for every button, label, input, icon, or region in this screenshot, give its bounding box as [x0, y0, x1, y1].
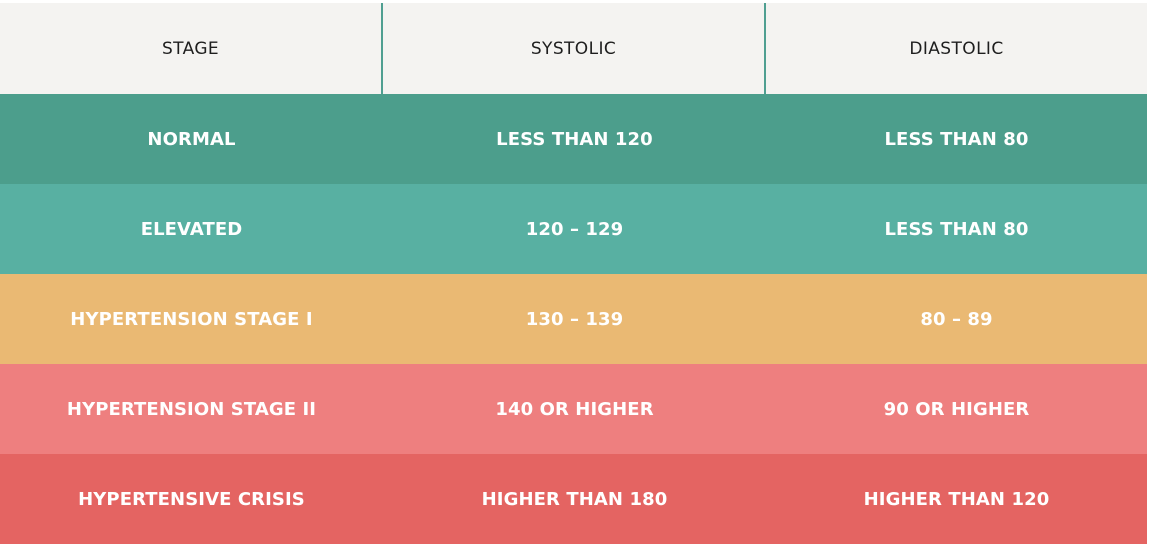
stage-cell: HYPERTENSIVE CRISIS	[78, 488, 305, 510]
stage-cell: HYPERTENSION STAGE II	[66, 398, 317, 420]
diastolic-cell: HIGHER THAN 120	[863, 488, 1050, 510]
systolic-cell: 140 OR HIGHER	[495, 398, 654, 420]
table-row: ELEVATED 120 – 129 LESS THAN 80	[0, 184, 1147, 274]
stage-cell: HYPERTENSION STAGE I	[70, 308, 313, 330]
systolic-cell: LESS THAN 120	[496, 128, 653, 150]
diastolic-cell: 90 OR HIGHER	[883, 398, 1030, 420]
stage-cell: ELEVATED	[140, 218, 243, 240]
systolic-cell: 130 – 139	[525, 308, 624, 330]
header-stage: STAGE	[0, 3, 383, 94]
stage-cell: NORMAL	[147, 128, 236, 150]
blood-pressure-table: STAGE SYSTOLIC DIASTOLIC NORMAL LESS THA…	[0, 3, 1147, 544]
table-row: HYPERTENSION STAGE II 140 OR HIGHER 90 O…	[0, 364, 1147, 454]
systolic-cell: HIGHER THAN 180	[481, 488, 668, 510]
table-header-row: STAGE SYSTOLIC DIASTOLIC	[0, 3, 1147, 94]
header-diastolic: DIASTOLIC	[909, 38, 1004, 59]
header-systolic: SYSTOLIC	[383, 3, 766, 94]
diastolic-cell: 80 – 89	[920, 308, 993, 330]
table-row: HYPERTENSIVE CRISIS HIGHER THAN 180 HIGH…	[0, 454, 1147, 544]
diastolic-cell: LESS THAN 80	[884, 218, 1029, 240]
diastolic-cell: LESS THAN 80	[884, 128, 1029, 150]
systolic-cell: 120 – 129	[525, 218, 624, 240]
table-row: HYPERTENSION STAGE I 130 – 139 80 – 89	[0, 274, 1147, 364]
table-row: NORMAL LESS THAN 120 LESS THAN 80	[0, 94, 1147, 184]
